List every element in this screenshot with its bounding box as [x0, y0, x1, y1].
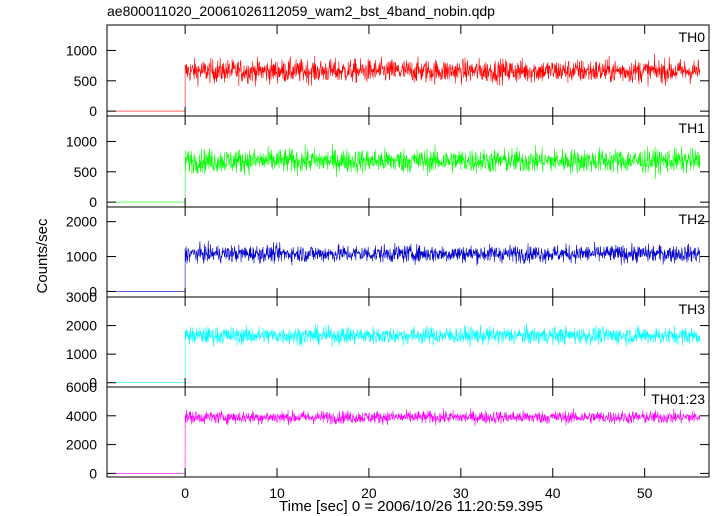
- y-tick-label: 500: [74, 73, 98, 89]
- y-tick-label: 6000: [66, 379, 97, 395]
- y-tick-label: 1000: [66, 249, 97, 265]
- band-label: TH3: [679, 301, 706, 317]
- panels-group: 0 500 1000 TH0 0 500 1000 TH1 0 1000 2000 TH2 0 1000 2…: [66, 24, 710, 481]
- x-axis-label: Time [sec] 0 = 2006/10/26 11:20:59.395: [279, 498, 543, 515]
- y-axis-label: Counts/sec: [34, 218, 51, 294]
- y-tick-label: 3000: [66, 289, 97, 305]
- y-tick-label: 0: [89, 465, 97, 481]
- band-label: TH01:23: [651, 391, 705, 407]
- x-tick-label: 10: [269, 485, 285, 501]
- x-tick-label: 50: [637, 485, 653, 501]
- y-tick-label: 4000: [66, 408, 97, 424]
- series-line-th1: [107, 143, 701, 203]
- y-tick-label: 2000: [66, 318, 97, 334]
- y-tick-label: 1000: [66, 42, 97, 58]
- x-tick-label: 20: [361, 485, 377, 501]
- panel-th2: 0 1000 2000 TH2: [66, 206, 710, 299]
- series-line-th0: [107, 53, 701, 112]
- y-tick-label: 0: [89, 194, 97, 210]
- panel-th0123: 0 2000 4000 6000 TH01:23: [66, 379, 710, 481]
- chart-title: ae800011020_20061026112059_wam2_bst_4ban…: [107, 3, 495, 19]
- y-tick-label: 2000: [66, 214, 97, 230]
- x-tick-label: 30: [453, 485, 469, 501]
- y-tick-label: 0: [89, 103, 97, 119]
- y-tick-label: 1000: [66, 346, 97, 362]
- x-axis-ticks: 0 10 20 30 40 50: [181, 485, 652, 501]
- band-label: TH2: [679, 211, 706, 227]
- panel-th1: 0 500 1000 TH1: [66, 115, 710, 210]
- y-tick-label: 0: [89, 283, 97, 299]
- x-tick-label: 0: [181, 485, 189, 501]
- y-tick-label: 1000: [66, 133, 97, 149]
- panel-frame: [106, 115, 710, 208]
- panel-frame: [106, 386, 710, 478]
- panel-th3: 0 1000 2000 3000 TH3: [66, 289, 710, 391]
- y-tick-label: 0: [89, 375, 97, 391]
- series-line-th0123: [107, 408, 701, 474]
- panel-th0: 0 500 1000 TH0: [66, 24, 710, 119]
- band-label: TH1: [679, 120, 706, 136]
- y-tick-label: 2000: [66, 437, 97, 453]
- x-tick-label: 40: [545, 485, 561, 501]
- series-line-th3: [107, 323, 701, 383]
- band-label: TH0: [679, 29, 706, 45]
- y-tick-label: 500: [74, 164, 98, 180]
- series-line-th2: [107, 240, 701, 292]
